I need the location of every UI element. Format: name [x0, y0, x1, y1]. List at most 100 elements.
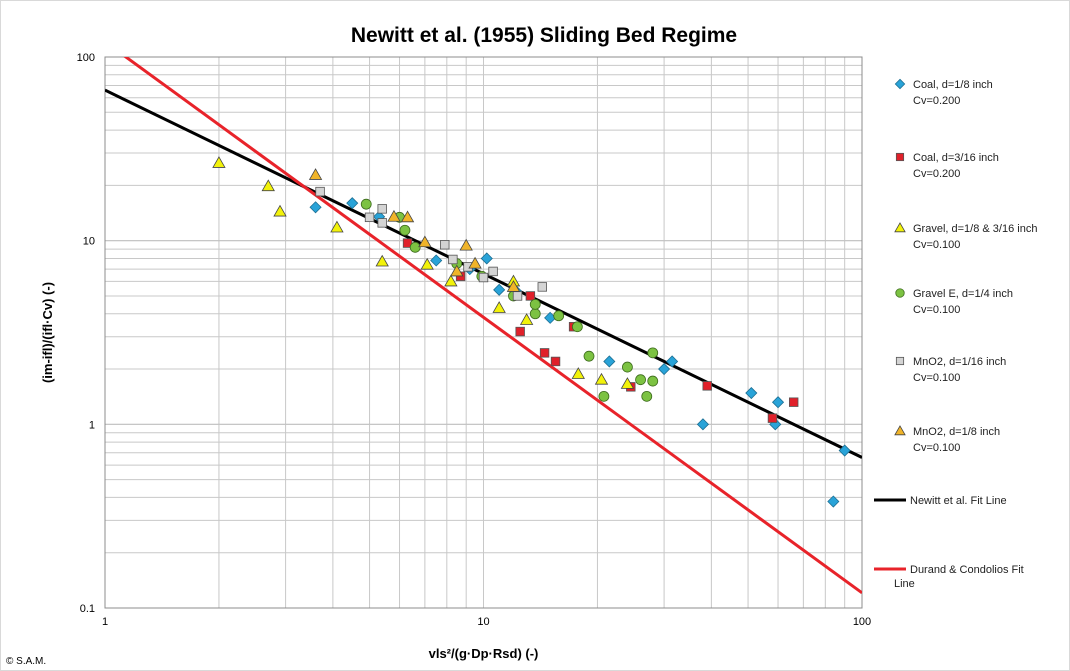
point-mno2-d-1-8-inch	[418, 235, 432, 248]
point-mno2-d-1-8-inch	[459, 238, 473, 251]
point-gravel-e-d-1-4-inch	[553, 310, 565, 322]
point-coal-d-3-16-inch	[525, 291, 536, 301]
point-coal-d-1-8-inch	[493, 283, 506, 296]
point-mno2-d-1-16-inch	[364, 212, 375, 223]
point-coal-d-3-16-inch	[550, 356, 561, 367]
point-coal-d-1-8-inch	[430, 254, 443, 267]
y-tick-label: 1	[89, 419, 95, 431]
point-gravel-d-1-8-3-16-inch	[492, 301, 506, 313]
legend-sublabel-coal-d-3-16-inch: Cv=0.200	[913, 168, 960, 180]
point-gravel-e-d-1-4-inch	[360, 198, 372, 210]
legend-label-line: Newitt et al. Fit Line	[910, 495, 1007, 507]
point-gravel-d-1-8-3-16-inch	[273, 204, 287, 217]
data-points	[212, 156, 851, 508]
legend-swatch-gravel-d-1-8-3-16-inch	[894, 222, 906, 233]
point-mno2-d-1-8-inch	[400, 210, 415, 223]
point-gravel-e-d-1-4-inch	[647, 375, 659, 387]
point-mno2-d-1-8-inch	[387, 209, 401, 222]
y-axis-label: (im-ifl)/(ifl·Cv) (-)	[40, 282, 55, 383]
point-coal-d-1-8-inch	[480, 252, 493, 265]
legend-label-gravel-e-d-1-4-inch: Gravel E, d=1/4 inch	[913, 288, 1013, 300]
y-tick-label: 100	[77, 52, 95, 64]
point-gravel-d-1-8-3-16-inch	[375, 254, 389, 267]
point-coal-d-1-8-inch	[658, 362, 671, 376]
plot-frame	[104, 56, 863, 609]
point-mno2-d-1-8-inch	[308, 168, 323, 180]
point-coal-d-3-16-inch	[788, 397, 799, 407]
chart-title: Newitt et al. (1955) Sliding Bed Regime	[351, 24, 737, 47]
point-coal-d-1-8-inch	[827, 495, 840, 508]
legend-label-line: Line	[894, 578, 915, 590]
point-coal-d-3-16-inch	[515, 326, 525, 337]
legend-swatch-mno2-d-1-16-inch	[895, 356, 905, 366]
point-gravel-e-d-1-4-inch	[583, 350, 595, 362]
legend-label-newitt-et-al-fit-line: Newitt et al. Fit Line	[910, 495, 1007, 507]
point-mno2-d-1-16-inch	[448, 254, 458, 265]
point-gravel-d-1-8-3-16-inch	[420, 257, 434, 270]
point-gravel-d-1-8-3-16-inch	[594, 372, 609, 385]
point-gravel-d-1-8-3-16-inch	[261, 179, 275, 192]
x-axis-label: vls²/(g·Dp·Rsd) (-)	[429, 646, 539, 661]
point-coal-d-1-8-inch	[346, 197, 359, 210]
point-mno2-d-1-16-inch	[488, 266, 498, 277]
point-coal-d-3-16-inch	[539, 348, 550, 358]
ticks: 1 10 100 0.1 1 10 100	[77, 52, 872, 628]
legend: Coal, d=1/8 inch Cv=0.200 Coal, d=3/16 inc…	[874, 78, 1037, 590]
plot-area-border	[104, 56, 863, 609]
legend-swatch-gravel-e-d-1-4-inch	[895, 288, 905, 298]
point-mno2-d-1-16-inch	[537, 282, 547, 292]
point-mno2-d-1-8-inch	[450, 264, 464, 277]
legend-sublabel-gravel-e-d-1-4-inch: Cv=0.100	[913, 304, 960, 316]
point-coal-d-1-8-inch	[666, 355, 679, 368]
legend-sublabel-mno2-d-1-8-inch: Cv=0.100	[913, 442, 960, 454]
point-gravel-d-1-8-3-16-inch	[212, 156, 226, 168]
legend-label-mno2-d-1-8-inch: MnO2, d=1/8 inch	[913, 426, 1000, 438]
point-gravel-e-d-1-4-inch	[399, 224, 411, 236]
point-gravel-e-d-1-4-inch	[641, 390, 653, 402]
point-coal-d-1-8-inch	[603, 355, 616, 368]
point-gravel-e-d-1-4-inch	[635, 374, 646, 386]
legend-sublabel-mno2-d-1-16-inch: Cv=0.100	[913, 372, 960, 384]
point-mno2-d-1-16-inch	[478, 272, 489, 283]
legend-label-coal-d-3-16-inch: Coal, d=3/16 inch	[913, 152, 999, 164]
y-tick-label: 0.1	[80, 603, 95, 615]
y-tick-label: 10	[83, 236, 95, 248]
point-mno2-d-1-8-inch	[506, 280, 521, 292]
legend-sublabel-coal-d-1-8-inch: Cv=0.200	[913, 95, 960, 107]
point-gravel-e-d-1-4-inch	[529, 298, 541, 310]
point-coal-d-3-16-inch	[702, 381, 712, 391]
point-gravel-d-1-8-3-16-inch	[444, 274, 458, 287]
point-mno2-d-1-8-inch	[468, 256, 482, 269]
legend-swatch-mno2-d-1-8-inch	[894, 425, 906, 436]
point-gravel-d-1-8-3-16-inch	[519, 313, 534, 325]
point-mno2-d-1-16-inch	[315, 186, 325, 197]
legend-label-mno2-d-1-16-inch: MnO2, d=1/16 inch	[913, 356, 1006, 368]
fit-line-durand-condolios-fit-line	[123, 57, 862, 595]
legend-swatch-coal-d-3-16-inch	[895, 152, 905, 162]
legend-label-line: Durand & Condolios Fit	[910, 564, 1024, 576]
point-gravel-d-1-8-3-16-inch	[571, 367, 585, 379]
point-coal-d-1-8-inch	[771, 396, 785, 409]
point-gravel-e-d-1-4-inch	[647, 347, 659, 359]
point-gravel-e-d-1-4-inch	[529, 308, 541, 320]
point-coal-d-1-8-inch	[696, 418, 710, 431]
point-mno2-d-1-16-inch	[377, 204, 387, 214]
point-coal-d-1-8-inch	[838, 444, 851, 457]
x-tick-label: 100	[853, 616, 871, 628]
legend-sublabel-gravel-d-1-8-3-16-inch: Cv=0.100	[913, 239, 960, 251]
point-mno2-d-1-16-inch	[512, 291, 523, 301]
point-gravel-d-1-8-3-16-inch	[330, 220, 344, 233]
grid	[105, 56, 863, 608]
legend-swatch-coal-d-1-8-inch	[894, 78, 906, 90]
point-gravel-e-d-1-4-inch	[622, 361, 633, 373]
x-tick-label: 1	[102, 616, 108, 628]
legend-label-durand-condolios-fit-line: Durand & Condolios Fit Line	[894, 564, 1024, 590]
point-gravel-e-d-1-4-inch	[598, 390, 610, 402]
point-coal-d-3-16-inch	[767, 413, 778, 423]
point-mno2-d-1-16-inch	[440, 240, 450, 250]
point-mno2-d-1-16-inch	[377, 218, 387, 228]
x-tick-label: 10	[477, 616, 489, 628]
point-coal-d-1-8-inch	[745, 386, 758, 400]
